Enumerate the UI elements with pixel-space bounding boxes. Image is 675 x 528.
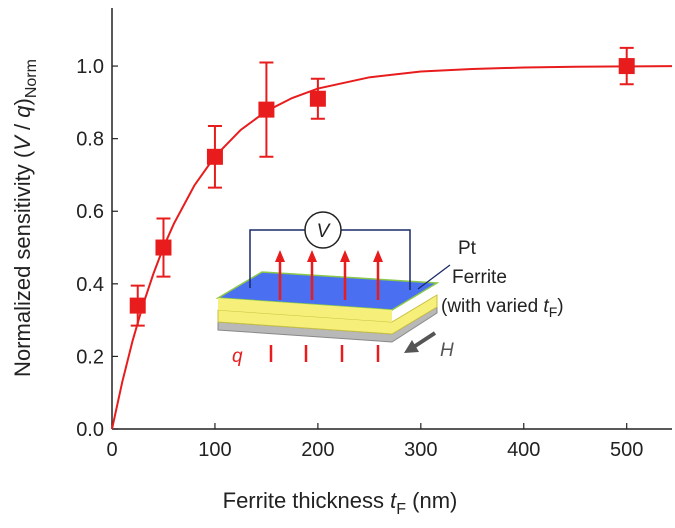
x-axis-label: Ferrite thickness tF (nm) (223, 488, 458, 518)
y-tick-label: 0.0 (76, 419, 104, 441)
y-tick-label: 0.8 (76, 129, 104, 151)
data-point (618, 58, 635, 75)
inset-diagram: V Pt Ferrite (with varied tF) H q (215, 211, 564, 367)
y-tick-label: 0.6 (76, 201, 104, 223)
heat-label: q (232, 346, 243, 367)
pt-label: Pt (458, 238, 477, 259)
ferrite-label: Ferrite (452, 267, 507, 288)
field-label: H (440, 340, 454, 361)
x-tick-label: 0 (106, 439, 117, 461)
x-tick-label: 300 (404, 439, 437, 461)
data-point (155, 239, 172, 256)
ferrite-note: (with varied tF) (441, 296, 564, 320)
x-tick-label: 200 (301, 439, 334, 461)
fit-curve (111, 65, 673, 430)
data-point (129, 297, 146, 314)
voltage-label: V (317, 221, 332, 242)
y-tick-label: 1.0 (76, 56, 104, 78)
data-point (309, 90, 326, 107)
y-tick-label: 0.2 (76, 346, 104, 368)
x-tick-label: 500 (610, 439, 643, 461)
y-tick-label: 0.4 (76, 274, 104, 296)
x-tick-label: 100 (198, 439, 231, 461)
y-axis-label: Normalized sensitivity (V / q)Norm (10, 59, 40, 377)
x-tick-label: 400 (507, 439, 540, 461)
data-point (206, 148, 223, 165)
data-point (258, 101, 275, 118)
